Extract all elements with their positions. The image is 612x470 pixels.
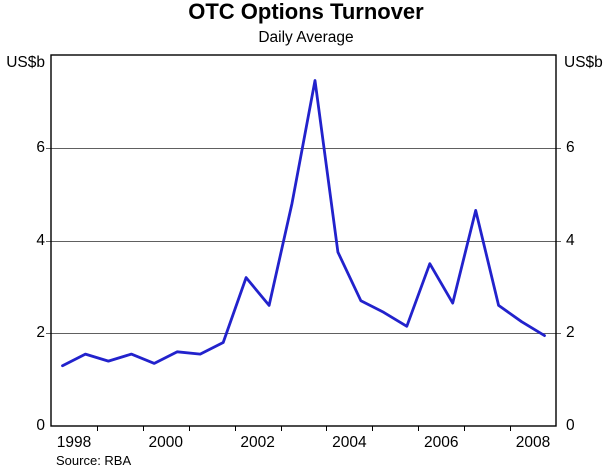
chart-title: OTC Options Turnover <box>188 0 424 24</box>
x-axis-tick-label: 2002 <box>240 434 275 451</box>
x-axis-tick-label: 2004 <box>332 434 367 451</box>
chart-subtitle: Daily Average <box>258 29 354 46</box>
data-line <box>61 79 546 368</box>
y-axis-tick-label-left: 2 <box>36 324 45 342</box>
y-axis-tick-label-right: 4 <box>566 231 575 249</box>
x-axis-tick-label: 2008 <box>515 434 551 451</box>
y-axis-unit-left: US$b <box>6 54 45 71</box>
x-axis-tick-label: 1998 <box>56 434 92 451</box>
y-axis-tick-label-right: 2 <box>566 324 575 342</box>
x-axis-tick-label: 2006 <box>423 434 459 451</box>
y-axis-unit-right: US$b <box>564 54 603 71</box>
y-axis-tick-label-right: 6 <box>566 138 575 156</box>
plot-frame <box>50 54 557 427</box>
x-axis-tick-label: 2000 <box>148 434 183 451</box>
y-axis-tick-label-right: 0 <box>566 417 575 434</box>
y-axis-tick-label-left: 4 <box>36 231 45 249</box>
y-axis-tick-label-left: 0 <box>36 417 45 434</box>
source-note: Source: RBA <box>56 453 132 468</box>
y-axis-tick-label-left: 6 <box>36 138 45 156</box>
